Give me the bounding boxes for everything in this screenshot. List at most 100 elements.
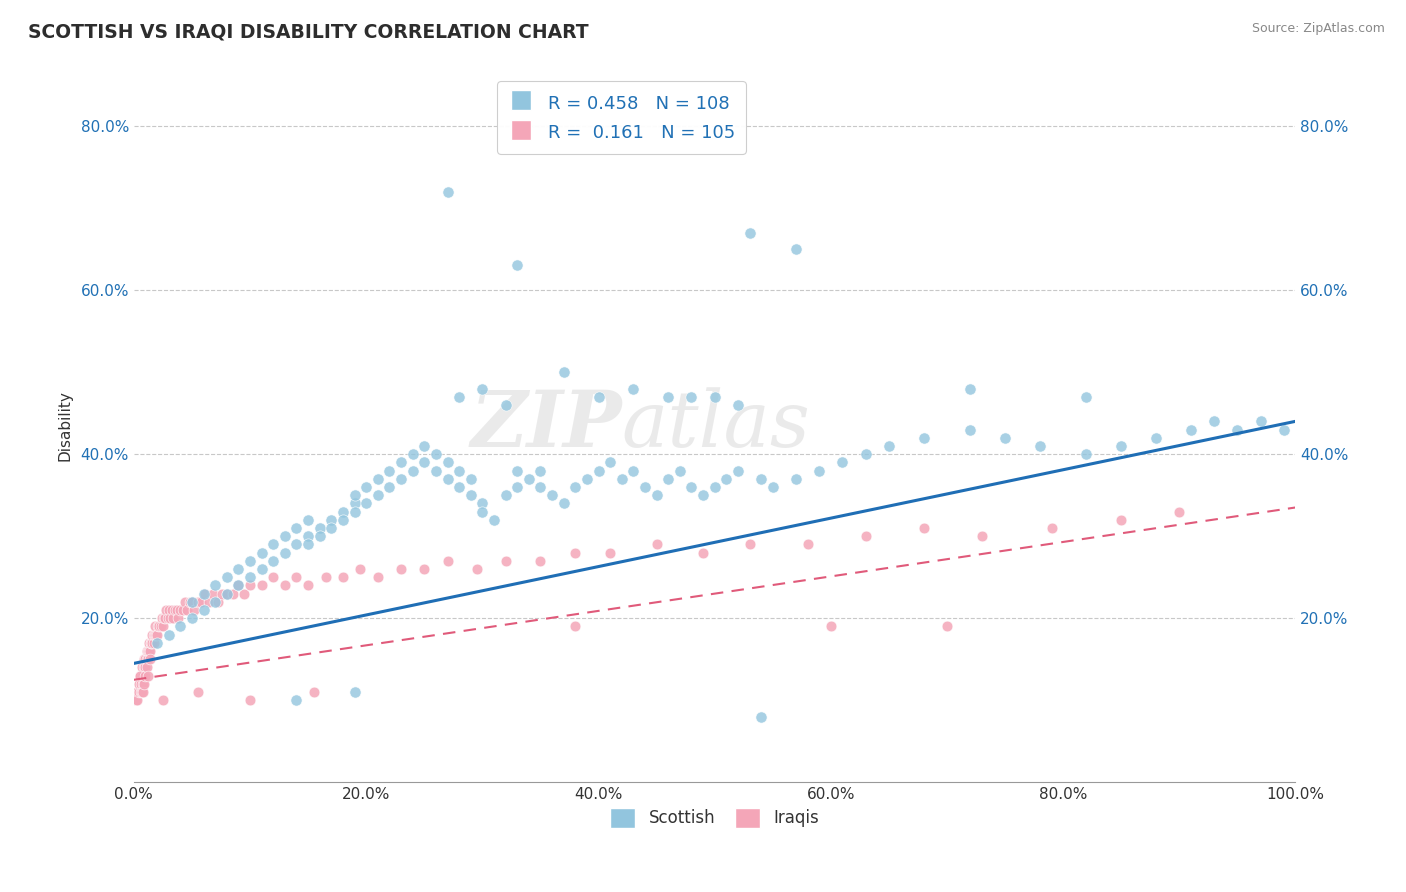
Point <box>588 390 610 404</box>
Point <box>132 668 155 682</box>
Point <box>198 595 221 609</box>
Point <box>449 464 471 478</box>
Point <box>128 677 150 691</box>
Point <box>239 693 262 707</box>
Point <box>150 611 173 625</box>
Point <box>285 537 308 551</box>
Point <box>389 472 412 486</box>
Point <box>1204 414 1226 428</box>
Point <box>367 570 389 584</box>
Point <box>1029 439 1052 453</box>
Point <box>332 513 354 527</box>
Point <box>436 472 458 486</box>
Point <box>1076 390 1098 404</box>
Point <box>1272 423 1295 437</box>
Point <box>190 595 212 609</box>
Text: atlas: atlas <box>621 387 810 464</box>
Point <box>129 677 152 691</box>
Point <box>181 595 204 609</box>
Point <box>132 685 155 699</box>
Point <box>132 677 155 691</box>
Point <box>495 488 517 502</box>
Point <box>138 644 160 658</box>
Point <box>657 390 679 404</box>
Point <box>460 472 482 486</box>
Point <box>564 480 586 494</box>
Point <box>215 587 238 601</box>
Point <box>855 447 877 461</box>
Point <box>321 513 343 527</box>
Point <box>141 636 163 650</box>
Point <box>221 587 243 601</box>
Point <box>146 636 169 650</box>
Point <box>285 521 308 535</box>
Point <box>634 480 657 494</box>
Point <box>262 554 284 568</box>
Point <box>149 619 172 633</box>
Point <box>139 652 162 666</box>
Point <box>703 480 725 494</box>
Point <box>1040 521 1063 535</box>
Point <box>831 455 853 469</box>
Point <box>174 595 197 609</box>
Point <box>193 603 215 617</box>
Point <box>645 488 668 502</box>
Point <box>138 636 160 650</box>
Point <box>134 660 156 674</box>
Point <box>529 554 551 568</box>
Point <box>274 546 297 560</box>
Point <box>669 464 692 478</box>
Point <box>159 611 181 625</box>
Point <box>262 570 284 584</box>
Point <box>274 578 297 592</box>
Point <box>146 628 169 642</box>
Point <box>228 578 250 592</box>
Point <box>297 513 319 527</box>
Point <box>460 488 482 502</box>
Point <box>529 480 551 494</box>
Point <box>621 464 644 478</box>
Point <box>820 619 842 633</box>
Point <box>145 628 167 642</box>
Point <box>970 529 993 543</box>
Point <box>482 513 505 527</box>
Point <box>588 464 610 478</box>
Point <box>401 464 423 478</box>
Point <box>912 431 935 445</box>
Point <box>127 685 149 699</box>
Point <box>471 382 494 396</box>
Point <box>738 226 761 240</box>
Point <box>936 619 959 633</box>
Point <box>912 521 935 535</box>
Point <box>215 570 238 584</box>
Point <box>155 603 177 617</box>
Point <box>1180 423 1202 437</box>
Point <box>134 660 156 674</box>
Point <box>541 488 564 502</box>
Point <box>692 488 714 502</box>
Point <box>204 578 226 592</box>
Point <box>738 537 761 551</box>
Point <box>959 382 981 396</box>
Point <box>148 619 170 633</box>
Point <box>157 603 180 617</box>
Point <box>749 709 772 723</box>
Point <box>262 537 284 551</box>
Point <box>367 488 389 502</box>
Point <box>575 472 598 486</box>
Point <box>169 603 191 617</box>
Point <box>129 685 152 699</box>
Point <box>135 660 157 674</box>
Point <box>143 628 166 642</box>
Point <box>877 439 900 453</box>
Point <box>553 496 575 510</box>
Point <box>181 611 204 625</box>
Point <box>233 587 256 601</box>
Point <box>156 611 179 625</box>
Point <box>169 619 191 633</box>
Point <box>167 611 190 625</box>
Point <box>187 685 209 699</box>
Point <box>162 611 184 625</box>
Point <box>239 578 262 592</box>
Point <box>749 472 772 486</box>
